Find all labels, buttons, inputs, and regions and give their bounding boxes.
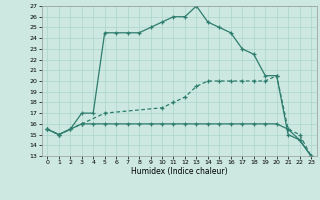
X-axis label: Humidex (Indice chaleur): Humidex (Indice chaleur)	[131, 167, 228, 176]
